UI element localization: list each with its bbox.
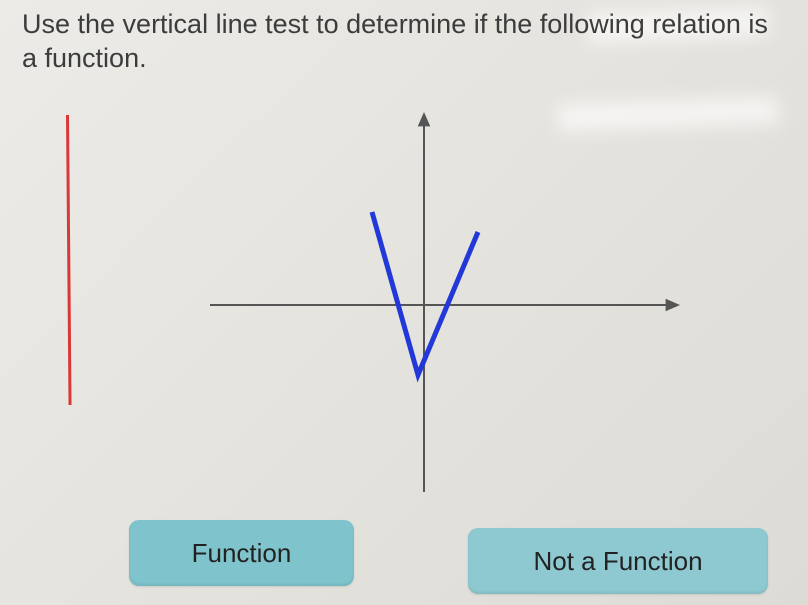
function-button[interactable]: Function — [129, 520, 354, 586]
y-axis-arrow — [418, 112, 431, 126]
x-axis-arrow — [666, 299, 680, 312]
function-button-label: Function — [192, 538, 292, 569]
not-a-function-button[interactable]: Not a Function — [468, 528, 768, 594]
coordinate-graph — [0, 0, 808, 605]
not-a-function-button-label: Not a Function — [533, 546, 702, 577]
